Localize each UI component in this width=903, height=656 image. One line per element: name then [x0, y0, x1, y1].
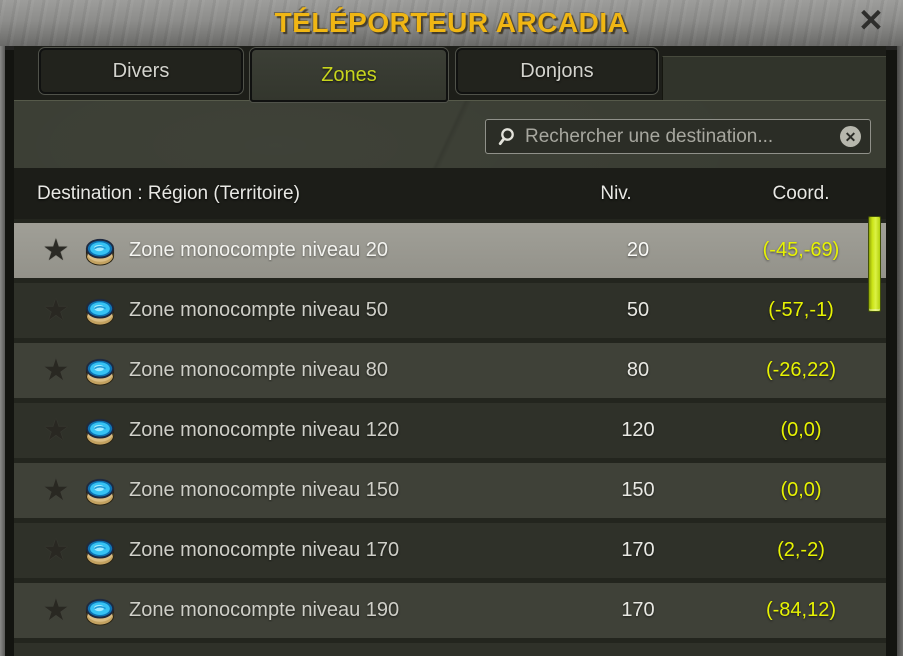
table-row[interactable]: ★ Zone monocompte niveau 120 120 (0,0): [14, 403, 886, 458]
zone-coords: (-57,-1): [768, 299, 834, 321]
zaap-portal-icon: [85, 235, 115, 267]
window-titlebar: TÉLÉPORTEUR ARCADIA ✕: [0, 0, 903, 50]
zone-level: 80: [626, 359, 650, 381]
zone-level: 170: [621, 599, 655, 621]
header-coord: Coord.: [772, 182, 830, 204]
favorite-star-icon[interactable]: ★: [42, 353, 70, 387]
table-row[interactable]: ★ Zone monocompte niveau 20 20 (-45,-69): [14, 223, 886, 278]
zone-coords: (-84,12): [765, 599, 837, 621]
zone-name: Zone monocompte niveau 120: [129, 419, 400, 441]
zone-name: Zone monocompte niveau 150: [129, 479, 400, 501]
zone-coords: (-45,-69): [762, 239, 840, 261]
scrollbar-thumb[interactable]: [868, 216, 881, 312]
table-header: Destination : Région (Territoire) Niv. C…: [14, 168, 886, 219]
favorite-star-icon[interactable]: ★: [42, 593, 70, 627]
favorite-star-icon[interactable]: ★: [42, 533, 70, 567]
window-frame-right: [897, 46, 903, 656]
header-destination: Destination : Région (Territoire): [37, 182, 300, 204]
window-frame-left: [0, 46, 5, 656]
table-row[interactable]: ★ Zone monocompte niveau 50 50 (-57,-1): [14, 283, 886, 338]
window-title: TÉLÉPORTEUR ARCADIA: [274, 7, 629, 38]
zaap-portal-icon: [85, 595, 115, 627]
content-panel: ✕ Destination : Région (Territoire) Niv.…: [14, 100, 886, 656]
favorite-star-icon[interactable]: ★: [42, 413, 70, 447]
zone-coords: (-26,22): [765, 359, 837, 381]
tab-bar-filler: [662, 56, 886, 100]
search-icon: [497, 127, 517, 147]
zone-name: Zone monocompte niveau 50: [129, 299, 389, 321]
zone-level: 150: [621, 479, 655, 501]
table-row[interactable]: ★ Zone monocompte niveau 80 80 (-26,22): [14, 343, 886, 398]
tab-bar: Divers Zones Donjons: [14, 46, 886, 102]
destination-list: ★ Zone monocompte niveau 20 20 (-45,-69)…: [14, 219, 886, 656]
zone-coords: (2,-2): [777, 539, 825, 561]
favorite-star-icon[interactable]: ★: [42, 233, 70, 267]
zone-level: 120: [621, 419, 655, 441]
zaap-portal-icon: [85, 535, 115, 567]
zone-name: Zone monocompte niveau 170: [129, 539, 400, 561]
tab-zones[interactable]: Zones: [250, 48, 448, 102]
table-row[interactable]: ★ Zone monocompte niveau 190 170 (-84,12…: [14, 583, 886, 638]
zone-level: 50: [626, 299, 650, 321]
zaap-portal-icon: [85, 415, 115, 447]
zone-coords: (0,0): [780, 479, 822, 501]
zone-name: Zone monocompte niveau 80: [129, 359, 389, 381]
zaap-portal-icon: [85, 355, 115, 387]
table-row-partial: [14, 643, 886, 656]
zone-name: Zone monocompte niveau 190: [129, 599, 400, 621]
table-row[interactable]: ★ Zone monocompte niveau 150 150 (0,0): [14, 463, 886, 518]
tab-divers[interactable]: Divers: [39, 48, 243, 94]
zaap-portal-icon: [85, 475, 115, 507]
zone-name: Zone monocompte niveau 20: [129, 239, 389, 261]
search-input[interactable]: [523, 124, 840, 149]
search-box: ✕: [485, 119, 871, 154]
favorite-star-icon[interactable]: ★: [42, 293, 70, 327]
clear-search-icon[interactable]: ✕: [840, 126, 861, 147]
favorite-star-icon[interactable]: ★: [42, 473, 70, 507]
zaap-portal-icon: [85, 295, 115, 327]
close-icon[interactable]: ✕: [858, 3, 884, 38]
table-row[interactable]: ★ Zone monocompte niveau 170 170 (2,-2): [14, 523, 886, 578]
zone-level: 170: [621, 539, 655, 561]
tab-donjons[interactable]: Donjons: [456, 48, 658, 94]
header-level: Niv.: [600, 182, 632, 204]
zone-coords: (0,0): [780, 419, 822, 441]
zone-level: 20: [626, 239, 650, 261]
